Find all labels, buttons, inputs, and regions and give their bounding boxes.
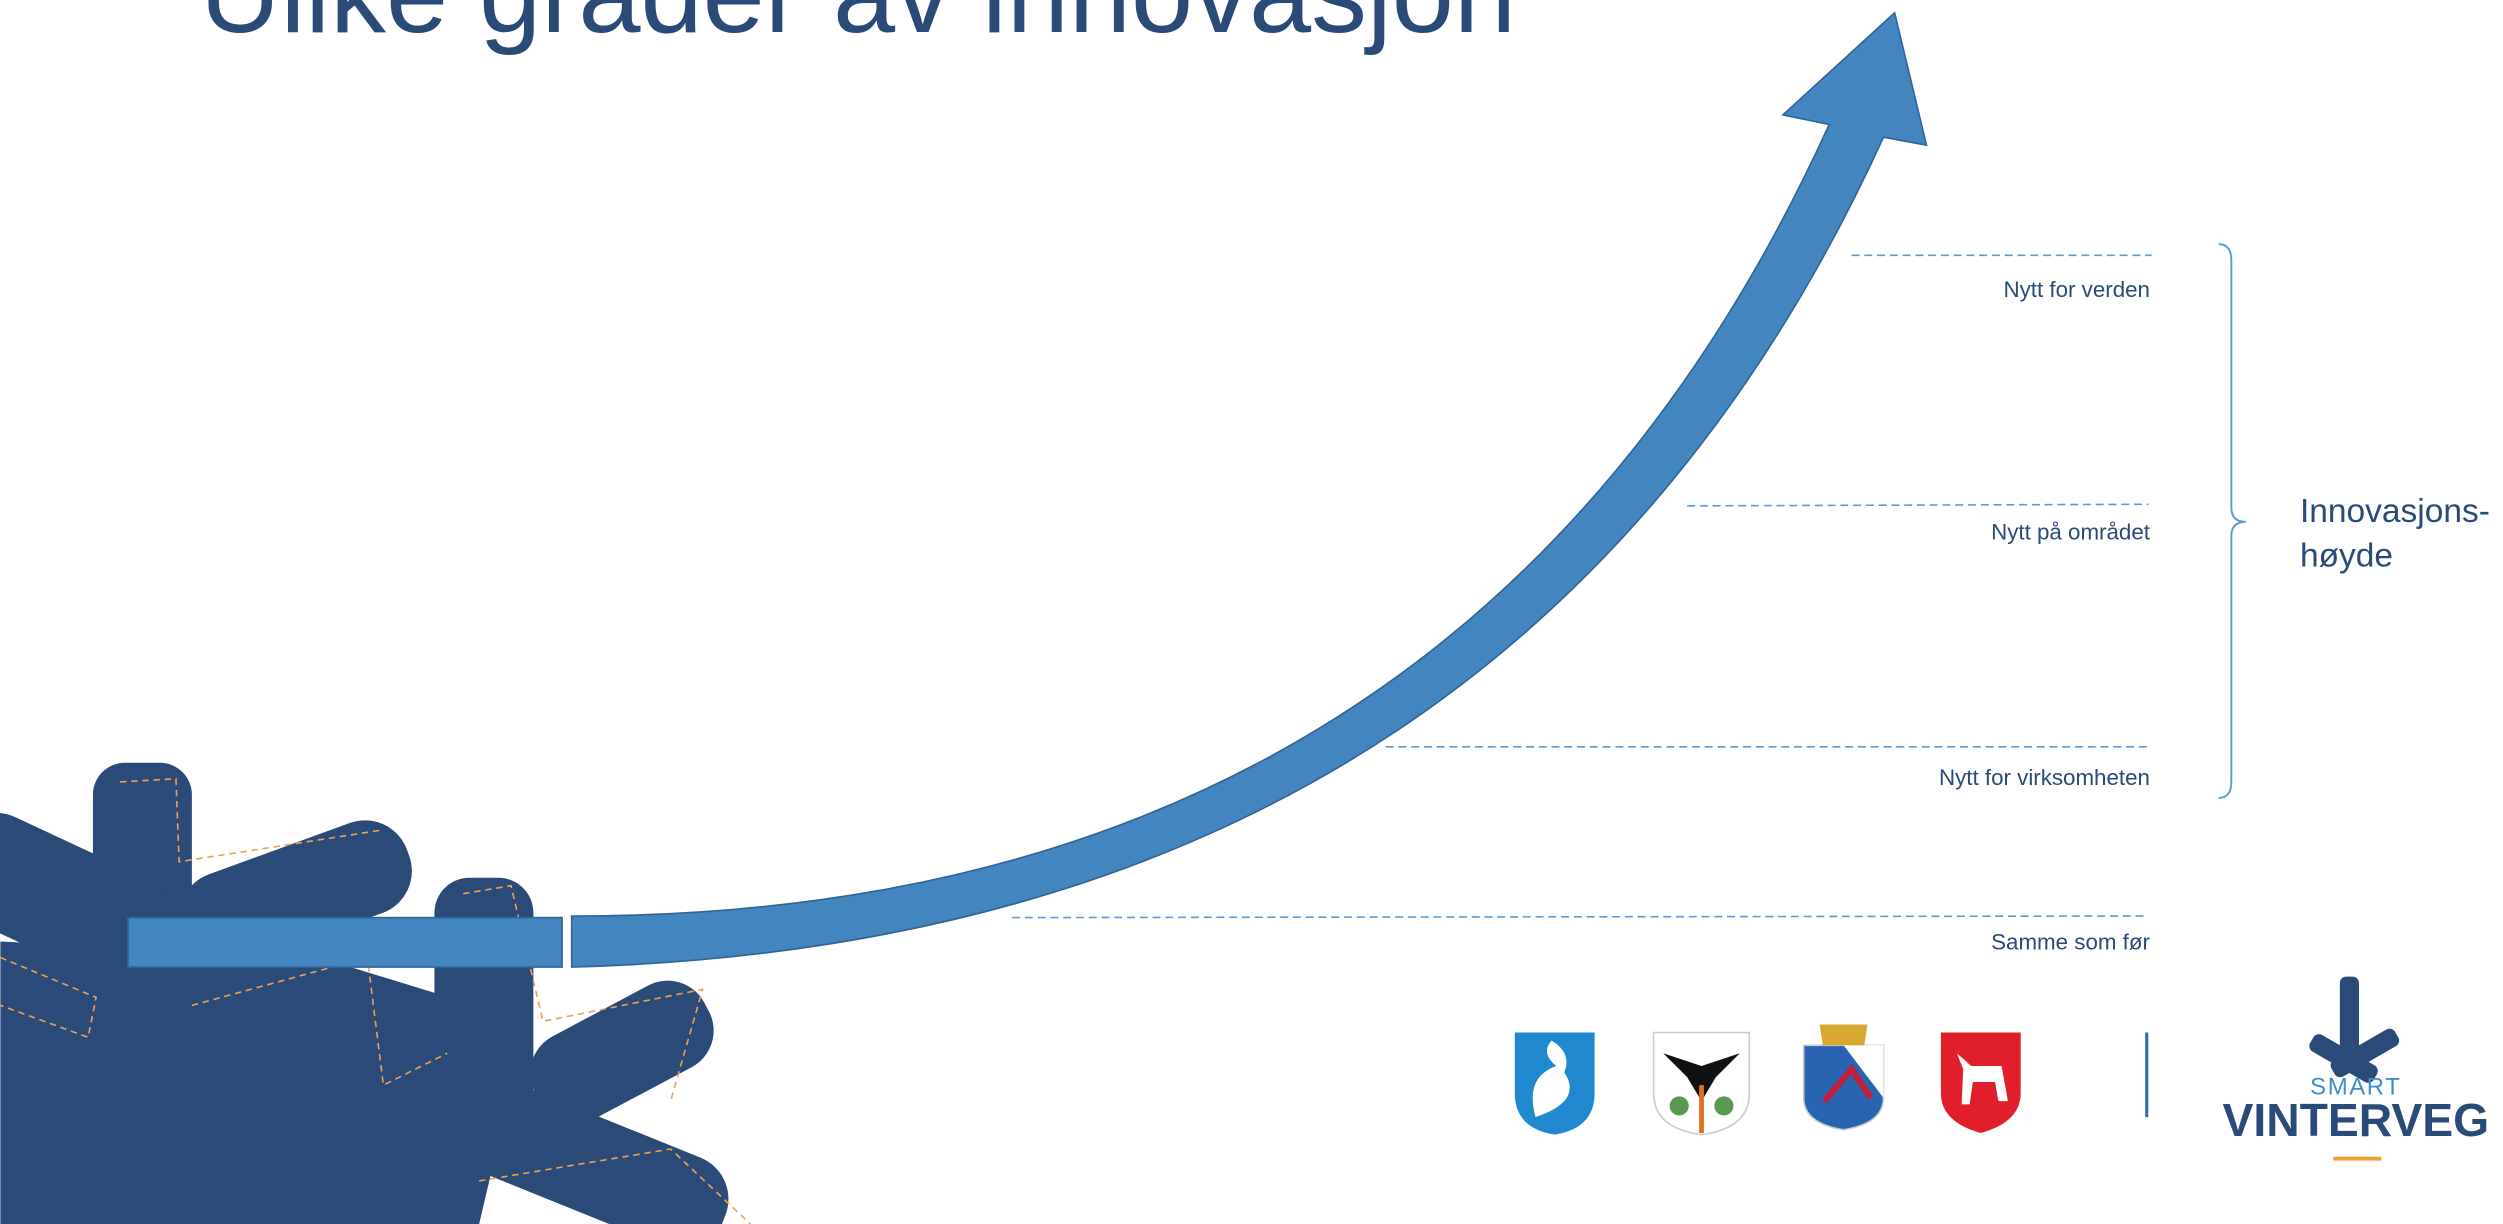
- brace: [2218, 243, 2246, 799]
- coat-of-arms: [1652, 1031, 1751, 1136]
- coat-of-arms: [1940, 1032, 2021, 1134]
- logo-text: VINTERVEG: [2223, 1094, 2490, 1146]
- coat-of-arms: [1802, 1024, 1885, 1131]
- arrow: [570, 11, 1928, 968]
- logo-text: SMART: [2310, 1074, 2401, 1101]
- level-label: Nytt for virksomheten: [1939, 765, 2150, 790]
- slide-title: Ulike grader av innovasjon: [200, 0, 1516, 56]
- level-label: Nytt på området: [1991, 519, 2151, 544]
- level-line: [1012, 915, 2149, 919]
- coat-of-arms: [1514, 1032, 1595, 1135]
- snowflake-decoration: [0, 762, 729, 1224]
- arrow-base: [127, 916, 563, 968]
- level-label: Nytt for verden: [2004, 277, 2150, 302]
- level-line: [1687, 503, 2149, 507]
- logo-mark: [2309, 976, 2400, 1083]
- axis-label: høyde: [2300, 538, 2393, 575]
- level-label: Samme som før: [1991, 930, 2150, 955]
- snowflake-outline: [0, 777, 751, 1224]
- axis-label: Innovasjons-: [2300, 493, 2490, 530]
